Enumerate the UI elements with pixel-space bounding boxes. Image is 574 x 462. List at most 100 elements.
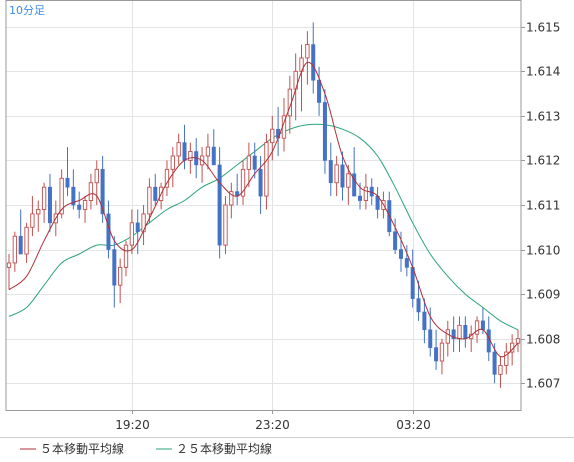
candle — [246, 142, 252, 188]
candle — [434, 329, 439, 370]
candle-body — [311, 44, 316, 81]
candle — [445, 320, 450, 357]
x-axis: 19:20 23:20 03:20 — [115, 410, 431, 432]
candle-body — [106, 213, 111, 250]
candle — [30, 196, 35, 237]
candle-body — [47, 186, 52, 224]
x-tick-label: 03:20 — [396, 418, 431, 432]
x-tick-label: 19:20 — [115, 418, 150, 432]
candle — [322, 89, 327, 174]
candle — [118, 258, 123, 304]
candle — [223, 196, 228, 255]
candle — [41, 182, 47, 223]
candle — [393, 218, 398, 255]
candle-body — [170, 155, 175, 170]
candle — [404, 245, 409, 277]
candle-body — [118, 266, 123, 286]
candle — [515, 329, 521, 353]
candle-body — [451, 329, 456, 339]
candle — [94, 160, 99, 205]
candle — [352, 147, 357, 197]
candle-body — [422, 311, 427, 331]
y-tick-label: 1.615 — [526, 21, 560, 35]
candle-body — [317, 79, 322, 103]
candle-body — [445, 329, 450, 344]
candle-body — [211, 146, 216, 166]
candle-body — [153, 186, 158, 201]
candle — [264, 133, 269, 210]
candle-body — [416, 298, 421, 313]
candle-body — [223, 204, 228, 246]
candle-body — [135, 222, 140, 233]
candle — [422, 298, 427, 344]
candle — [211, 129, 216, 166]
candle-body — [404, 258, 409, 268]
candle-body — [340, 164, 345, 188]
candle — [451, 316, 456, 353]
candle — [346, 164, 351, 205]
y-axis: 1.615 1.614 1.613 1.612 1.611 1.610 1.609 1.608… — [521, 21, 560, 391]
candle-body — [498, 364, 503, 375]
candle-body — [264, 142, 269, 197]
candle — [77, 191, 82, 219]
ma5-series — [8, 61, 519, 358]
candle — [112, 236, 117, 308]
candle-body — [59, 177, 64, 215]
candle — [24, 222, 29, 263]
candle-body — [393, 231, 398, 250]
candle — [129, 209, 135, 255]
candle — [6, 254, 12, 290]
candle — [240, 160, 246, 205]
candle — [47, 173, 52, 232]
candle-body — [240, 168, 246, 197]
candle-body — [229, 191, 234, 206]
candle — [18, 209, 23, 255]
candle-body — [305, 44, 310, 59]
candle-body — [270, 128, 275, 144]
candle-body — [176, 142, 181, 157]
candle-body — [147, 186, 152, 215]
candle — [270, 115, 275, 161]
y-tick-label: 1.614 — [526, 65, 560, 79]
candle-body — [358, 195, 363, 201]
candle — [153, 173, 158, 205]
candle — [229, 182, 234, 219]
candle — [252, 142, 257, 179]
candle — [504, 343, 509, 375]
candle — [439, 338, 445, 375]
candle — [170, 147, 175, 188]
y-tick-label: 1.609 — [526, 288, 560, 302]
candle-body — [205, 146, 211, 157]
candle-body — [515, 338, 521, 344]
candle-body — [36, 209, 41, 215]
candle-body — [65, 177, 70, 188]
candle — [305, 31, 310, 85]
candle-body — [328, 160, 333, 184]
candle-body — [334, 164, 339, 184]
candle — [328, 142, 333, 197]
candle-body — [246, 155, 252, 170]
candle-body — [428, 329, 433, 348]
candle — [65, 147, 70, 197]
candle-body — [188, 151, 193, 161]
candle — [82, 196, 88, 223]
candle — [135, 209, 140, 255]
candle — [474, 316, 480, 344]
candle — [363, 173, 369, 210]
candle-body — [30, 213, 35, 228]
candle-body — [474, 320, 480, 335]
legend-ma5-label: ５本移動平均線 — [40, 441, 124, 456]
candle-body — [492, 351, 497, 375]
candle-body — [94, 168, 99, 184]
candle — [317, 66, 322, 116]
ma25-series — [8, 123, 519, 331]
y-tick-label: 1.611 — [526, 199, 560, 213]
candle-body — [457, 324, 462, 340]
candle-body — [164, 168, 170, 188]
candle-body — [77, 204, 82, 210]
candle-body — [434, 347, 439, 362]
ma5-line — [8, 61, 519, 358]
x-tick-label: 23:20 — [255, 418, 290, 432]
